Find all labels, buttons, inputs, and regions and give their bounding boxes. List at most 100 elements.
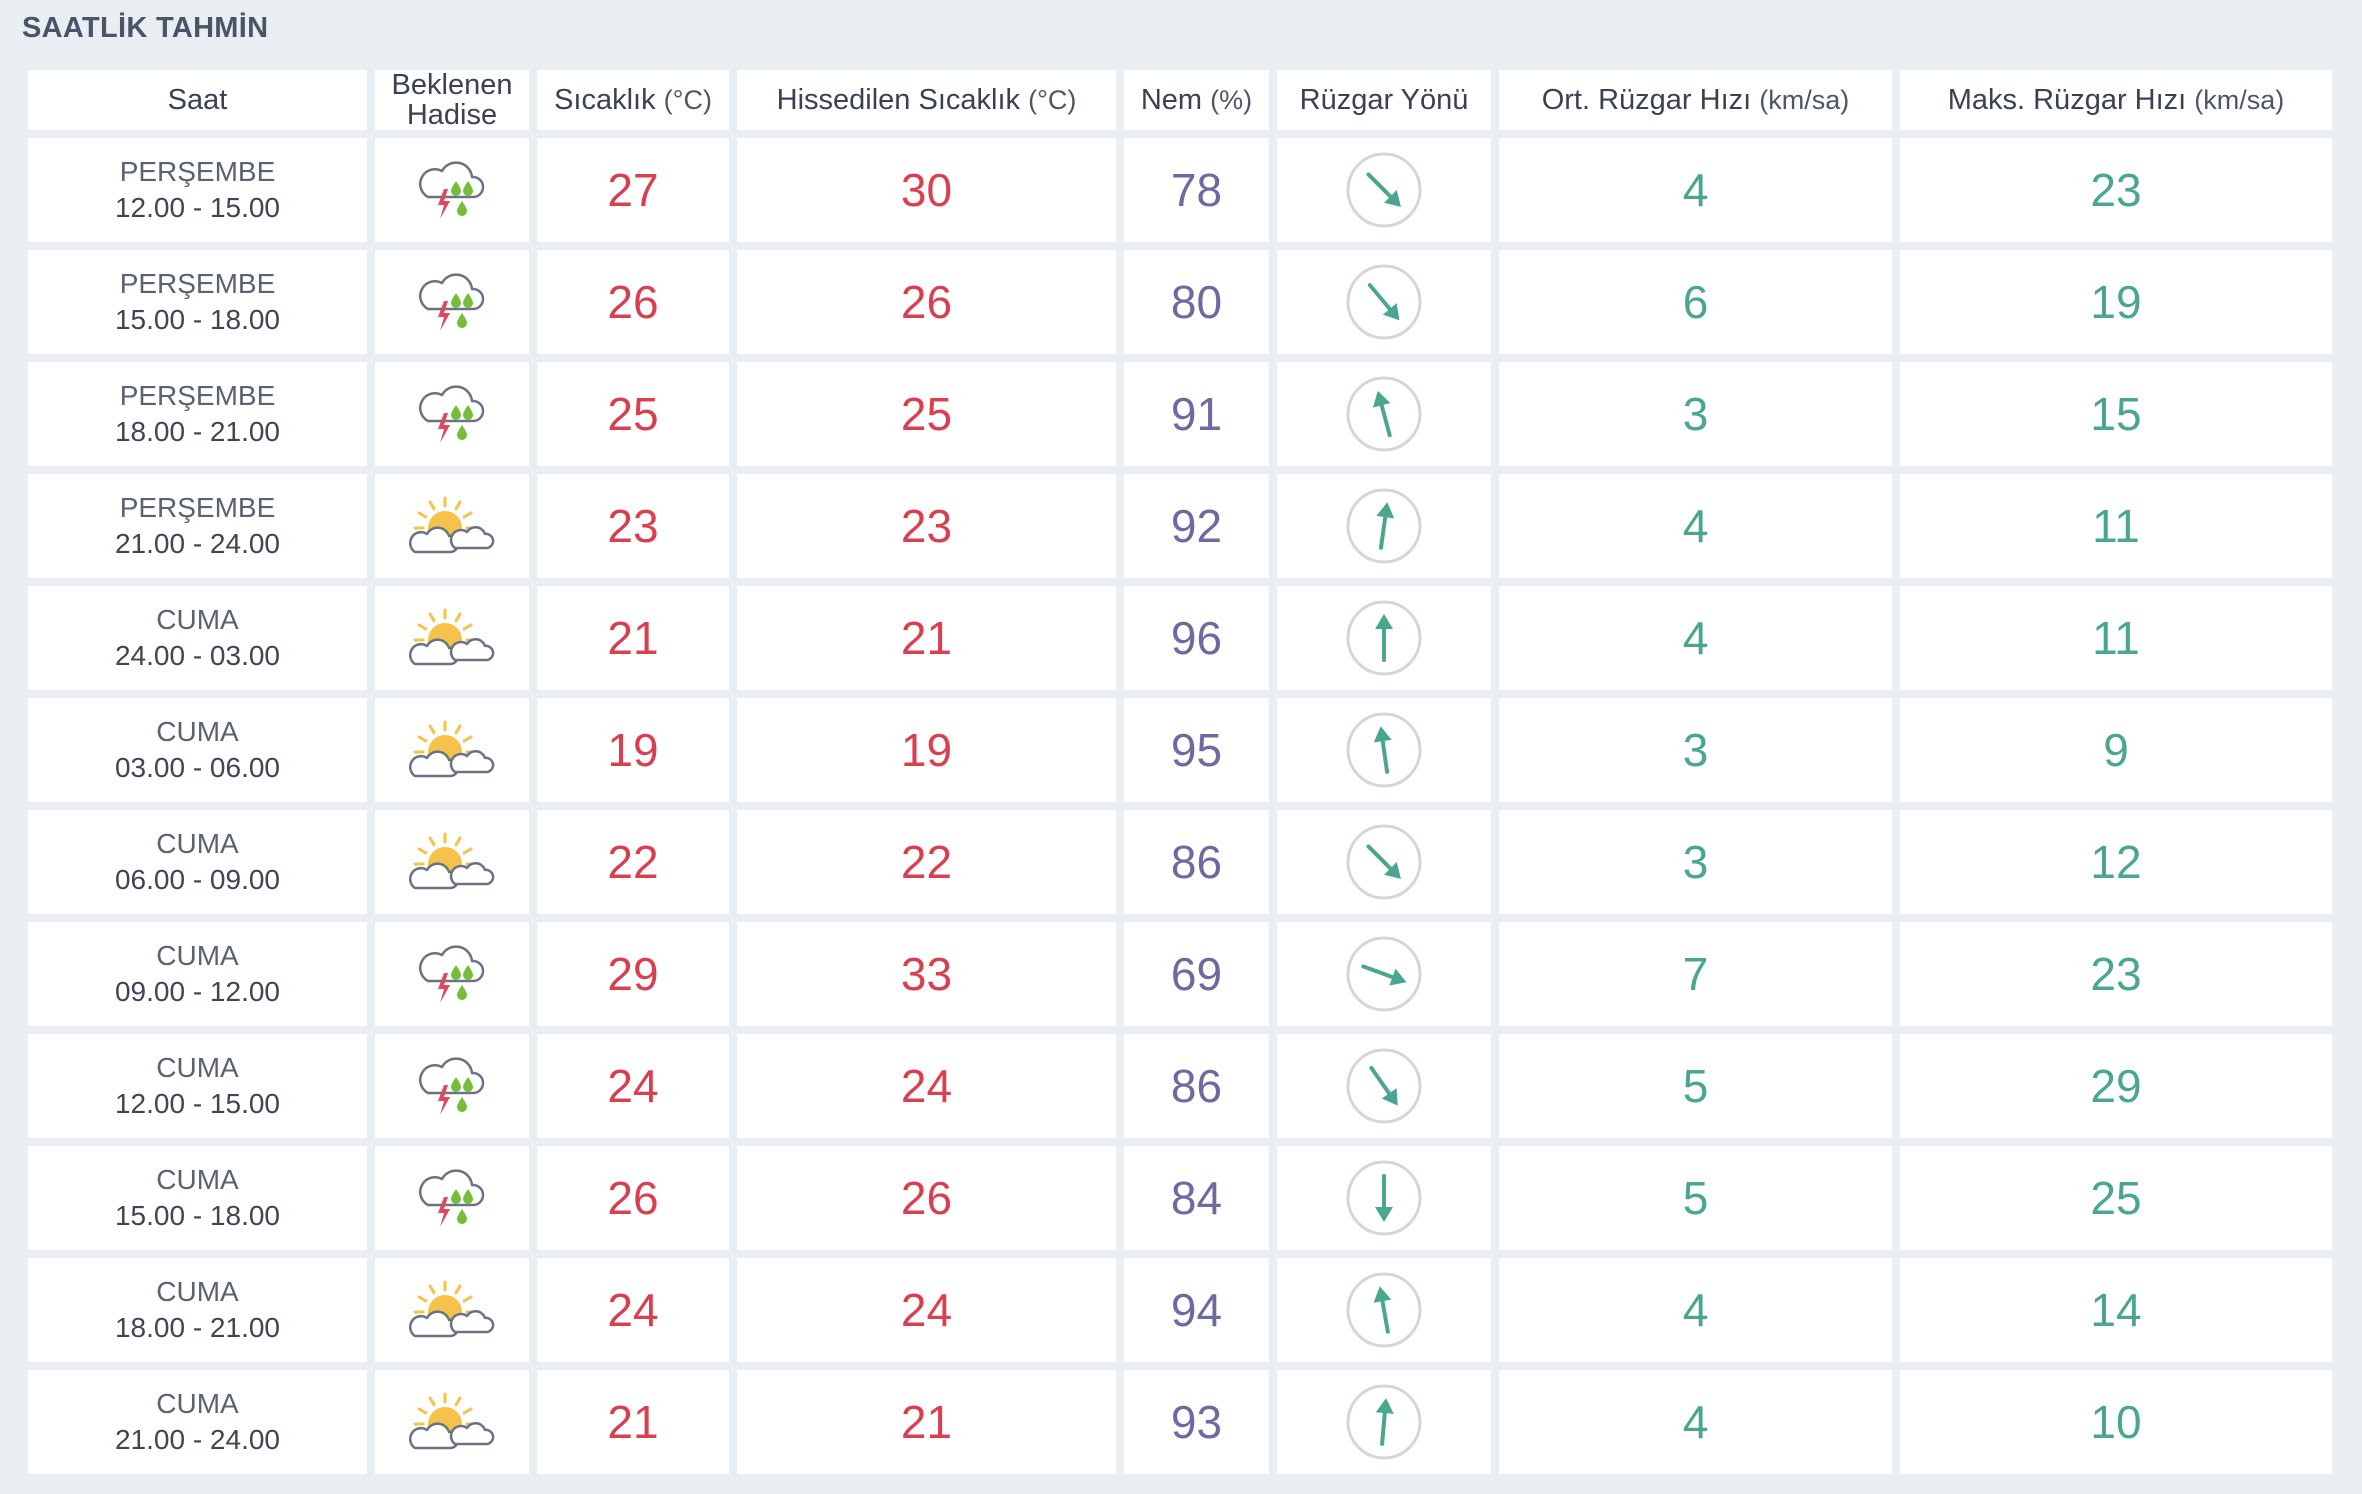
- feels-like-cell: 23: [737, 474, 1116, 578]
- day-label: CUMA: [156, 604, 239, 635]
- time-cell: PERŞEMBE 18.00 - 21.00: [28, 362, 367, 466]
- avg-wind-value: 7: [1682, 948, 1709, 1000]
- feels-like-cell: 33: [737, 922, 1116, 1026]
- max-wind-value: 12: [2090, 836, 2142, 888]
- table-row: CUMA 15.00 - 18.00 26 26 84 5 25: [28, 1146, 2332, 1250]
- humidity-cell: 94: [1124, 1258, 1269, 1362]
- partly-cloudy-icon: [409, 720, 495, 778]
- max-wind-cell: 25: [1900, 1146, 2332, 1250]
- wind-arrow: [1361, 964, 1407, 986]
- wind-arrow-icon: [1346, 488, 1422, 564]
- temperature-cell: 26: [537, 250, 729, 354]
- time-range: 12.00 - 15.00: [114, 1088, 281, 1119]
- feels-like-value: 22: [900, 836, 953, 888]
- humidity-cell: 95: [1124, 698, 1269, 802]
- temperature-cell: 19: [537, 698, 729, 802]
- table-row: CUMA 24.00 - 03.00 21 21 96 4 11: [28, 586, 2332, 690]
- humidity-value: 86: [1170, 836, 1223, 888]
- temperature-cell: 24: [537, 1034, 729, 1138]
- table-row: CUMA 18.00 - 21.00 24 24 94 4 14: [28, 1258, 2332, 1362]
- humidity-cell: 92: [1124, 474, 1269, 578]
- wind-direction-cell: [1277, 698, 1491, 802]
- temperature-cell: 25: [537, 362, 729, 466]
- weather-icon-cell: [375, 1146, 529, 1250]
- max-wind-cell: 23: [1900, 922, 2332, 1026]
- wind-direction-cell: [1277, 922, 1491, 1026]
- feels-like-cell: 26: [737, 250, 1116, 354]
- humidity-value: 95: [1170, 724, 1223, 776]
- header-humidity-label: Nem: [1140, 84, 1203, 116]
- temperature-value: 29: [607, 948, 659, 1000]
- time-range: 18.00 - 21.00: [114, 1312, 281, 1343]
- header-temperature: Sıcaklık (°C): [537, 70, 729, 130]
- time-cell: CUMA 06.00 - 09.00: [28, 810, 367, 914]
- max-wind-cell: 12: [1900, 810, 2332, 914]
- time-cell: CUMA 03.00 - 06.00: [28, 698, 367, 802]
- time-cell: CUMA 15.00 - 18.00: [28, 1146, 367, 1250]
- header-feels-like-unit: (°C): [1028, 85, 1077, 115]
- wind-direction-cell: [1277, 1370, 1491, 1474]
- max-wind-cell: 9: [1900, 698, 2332, 802]
- wind-arrow-icon: [1346, 712, 1422, 788]
- max-wind-value: 23: [2090, 164, 2142, 216]
- avg-wind-cell: 5: [1499, 1146, 1892, 1250]
- max-wind-cell: 14: [1900, 1258, 2332, 1362]
- feels-like-cell: 30: [737, 138, 1116, 242]
- weather-icon-cell: [375, 1370, 529, 1474]
- header-wind-direction-label: Rüzgar Yönü: [1299, 84, 1469, 116]
- temperature-cell: 27: [537, 138, 729, 242]
- wind-arrow: [1372, 390, 1392, 438]
- wind-arrow: [1376, 502, 1395, 550]
- time-range: 24.00 - 03.00: [114, 640, 281, 671]
- avg-wind-cell: 4: [1499, 1370, 1892, 1474]
- day-label: PERŞEMBE: [119, 156, 276, 187]
- humidity-value: 80: [1170, 276, 1223, 328]
- time-range: 06.00 - 09.00: [114, 864, 281, 895]
- humidity-value: 96: [1170, 612, 1223, 664]
- avg-wind-value: 3: [1682, 836, 1709, 888]
- weather-icon-cell: [375, 698, 529, 802]
- temperature-cell: 26: [537, 1146, 729, 1250]
- weather-icon-cell: [375, 138, 529, 242]
- wind-direction-cell: [1277, 1146, 1491, 1250]
- wind-direction-cell: [1277, 1034, 1491, 1138]
- temperature-value: 21: [607, 612, 659, 664]
- humidity-cell: 96: [1124, 586, 1269, 690]
- weather-icon-cell: [375, 922, 529, 1026]
- weather-icon-cell: [375, 1258, 529, 1362]
- max-wind-cell: 11: [1900, 474, 2332, 578]
- header-wind-direction: Rüzgar Yönü: [1277, 70, 1491, 130]
- day-label: PERŞEMBE: [119, 492, 276, 523]
- partly-cloudy-icon: [409, 1392, 495, 1450]
- page-title: SAATLİK TAHMİN: [22, 12, 269, 44]
- avg-wind-value: 4: [1682, 612, 1709, 664]
- time-range: 21.00 - 24.00: [114, 1424, 281, 1455]
- feels-like-value: 21: [900, 1396, 953, 1448]
- weather-icon-cell: [375, 586, 529, 690]
- header-feels-like-label: Hissedilen Sıcaklık: [776, 84, 1021, 116]
- max-wind-value: 10: [2090, 1396, 2142, 1448]
- time-cell: CUMA 09.00 - 12.00: [28, 922, 367, 1026]
- humidity-cell: 93: [1124, 1370, 1269, 1474]
- wind-arrow-icon: [1346, 1048, 1422, 1124]
- avg-wind-cell: 6: [1499, 250, 1892, 354]
- wind-arrow: [1373, 1286, 1392, 1334]
- temperature-cell: 21: [537, 586, 729, 690]
- max-wind-cell: 23: [1900, 138, 2332, 242]
- feels-like-value: 25: [900, 388, 953, 440]
- humidity-value: 91: [1170, 388, 1223, 440]
- avg-wind-cell: 4: [1499, 1258, 1892, 1362]
- humidity-value: 84: [1170, 1172, 1223, 1224]
- max-wind-value: 29: [2090, 1060, 2142, 1112]
- feels-like-cell: 21: [737, 1370, 1116, 1474]
- wind-direction-cell: [1277, 362, 1491, 466]
- thunderstorm-rain-icon: [418, 161, 485, 219]
- avg-wind-cell: 3: [1499, 810, 1892, 914]
- time-cell: PERŞEMBE 12.00 - 15.00: [28, 138, 367, 242]
- avg-wind-value: 4: [1682, 164, 1709, 216]
- time-range: 03.00 - 06.00: [114, 752, 281, 783]
- temperature-value: 26: [607, 276, 659, 328]
- avg-wind-value: 5: [1682, 1172, 1709, 1224]
- wind-arrow-icon: [1346, 376, 1422, 452]
- temperature-cell: 23: [537, 474, 729, 578]
